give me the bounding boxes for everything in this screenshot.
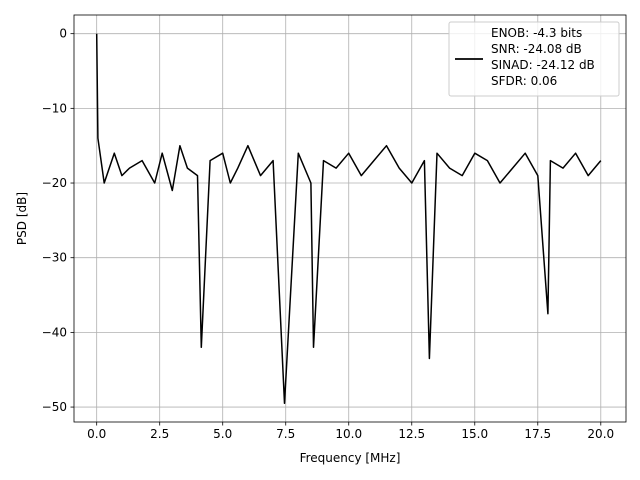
legend-entry: SFDR: 0.06 [491, 74, 557, 88]
plot-frame [73, 14, 627, 423]
y-tick-label: −20 [42, 176, 67, 190]
x-tick-label: 12.5 [398, 427, 425, 441]
y-tick-label: −50 [42, 400, 67, 414]
x-tick-label: 10.0 [335, 427, 362, 441]
legend: ENOB: -4.3 bits SNR: -24.08 dB SINAD: -2… [448, 21, 620, 97]
x-tick-label: 17.5 [524, 427, 551, 441]
data-layer [95, 33, 602, 405]
legend-entry: SINAD: -24.12 dB [491, 58, 595, 72]
y-tick-label: 0 [59, 27, 67, 41]
y-tick-label: −10 [42, 101, 67, 115]
legend-entry: SNR: -24.08 dB [491, 42, 582, 56]
ticks: 0.0 2.5 5.0 7.5 10.0 12.5 15.0 17.5 20.0 0 −10 −20 −… [42, 27, 614, 441]
x-tick-label: 2.5 [150, 427, 169, 441]
x-tick-label: 20.0 [587, 427, 614, 441]
x-tick-label: 15.0 [461, 427, 488, 441]
x-tick-label: 0.0 [87, 427, 106, 441]
x-tick-label: 7.5 [276, 427, 295, 441]
series-line [95, 33, 602, 405]
legend-box [448, 21, 620, 97]
y-tick-label: −40 [42, 325, 67, 339]
y-axis-label: PSD [dB] [15, 192, 29, 245]
legend-entry: ENOB: -4.3 bits [491, 26, 582, 40]
x-axis-label: Frequency [MHz] [300, 451, 401, 465]
x-tick-label: 5.0 [213, 427, 232, 441]
y-tick-label: −30 [42, 251, 67, 265]
